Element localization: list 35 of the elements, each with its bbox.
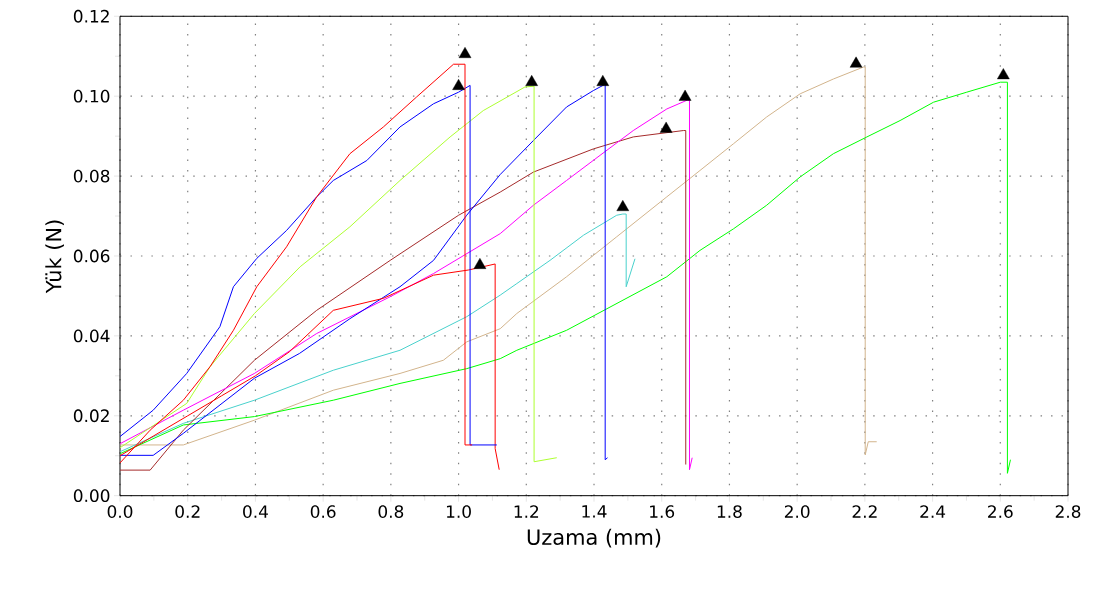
line-series [119,213,636,453]
point [458,47,472,58]
x-tick-label: 2.8 [1055,505,1081,519]
y-tick-label: 0.04 [73,329,110,343]
y-tick-label: 0.06 [73,249,110,263]
y-tick-label: 0.00 [73,489,110,503]
x-tick-label: 1.8 [717,505,742,519]
x-tick-label: 1.2 [514,505,539,518]
x-tick-label: 2.2 [852,505,877,518]
point [525,75,538,86]
x-tick-label: 1.0 [446,505,471,519]
point [616,200,630,211]
x-axis-title: Uzama (mm) [527,528,661,548]
y-tick-label: 0.12 [73,9,109,23]
x-tick-label: 0.2 [175,505,200,519]
x-tick-label: 2.4 [920,505,946,518]
x-tick-label: 1.4 [582,505,607,518]
x-tick-label: 2.0 [784,505,810,519]
x-tick-label: 0.4 [243,505,268,519]
point [659,121,673,133]
y-tick-label: 0.10 [73,89,110,103]
y-tick-label: 0.08 [73,169,110,183]
x-tick-label: 0.0 [107,505,133,519]
point [596,75,610,86]
y-axis-title: Yük (N) [45,220,64,294]
x-tick-label: 2.6 [988,505,1013,519]
point [452,78,465,90]
point [849,56,863,68]
x-tick-label: 0.8 [378,505,404,519]
x-tick-label: 0.6 [310,505,336,519]
x-tick-label: 1.6 [650,505,675,519]
y-tick-label: 0.02 [73,409,109,423]
point [473,257,487,269]
point [678,89,692,101]
point [997,68,1010,80]
